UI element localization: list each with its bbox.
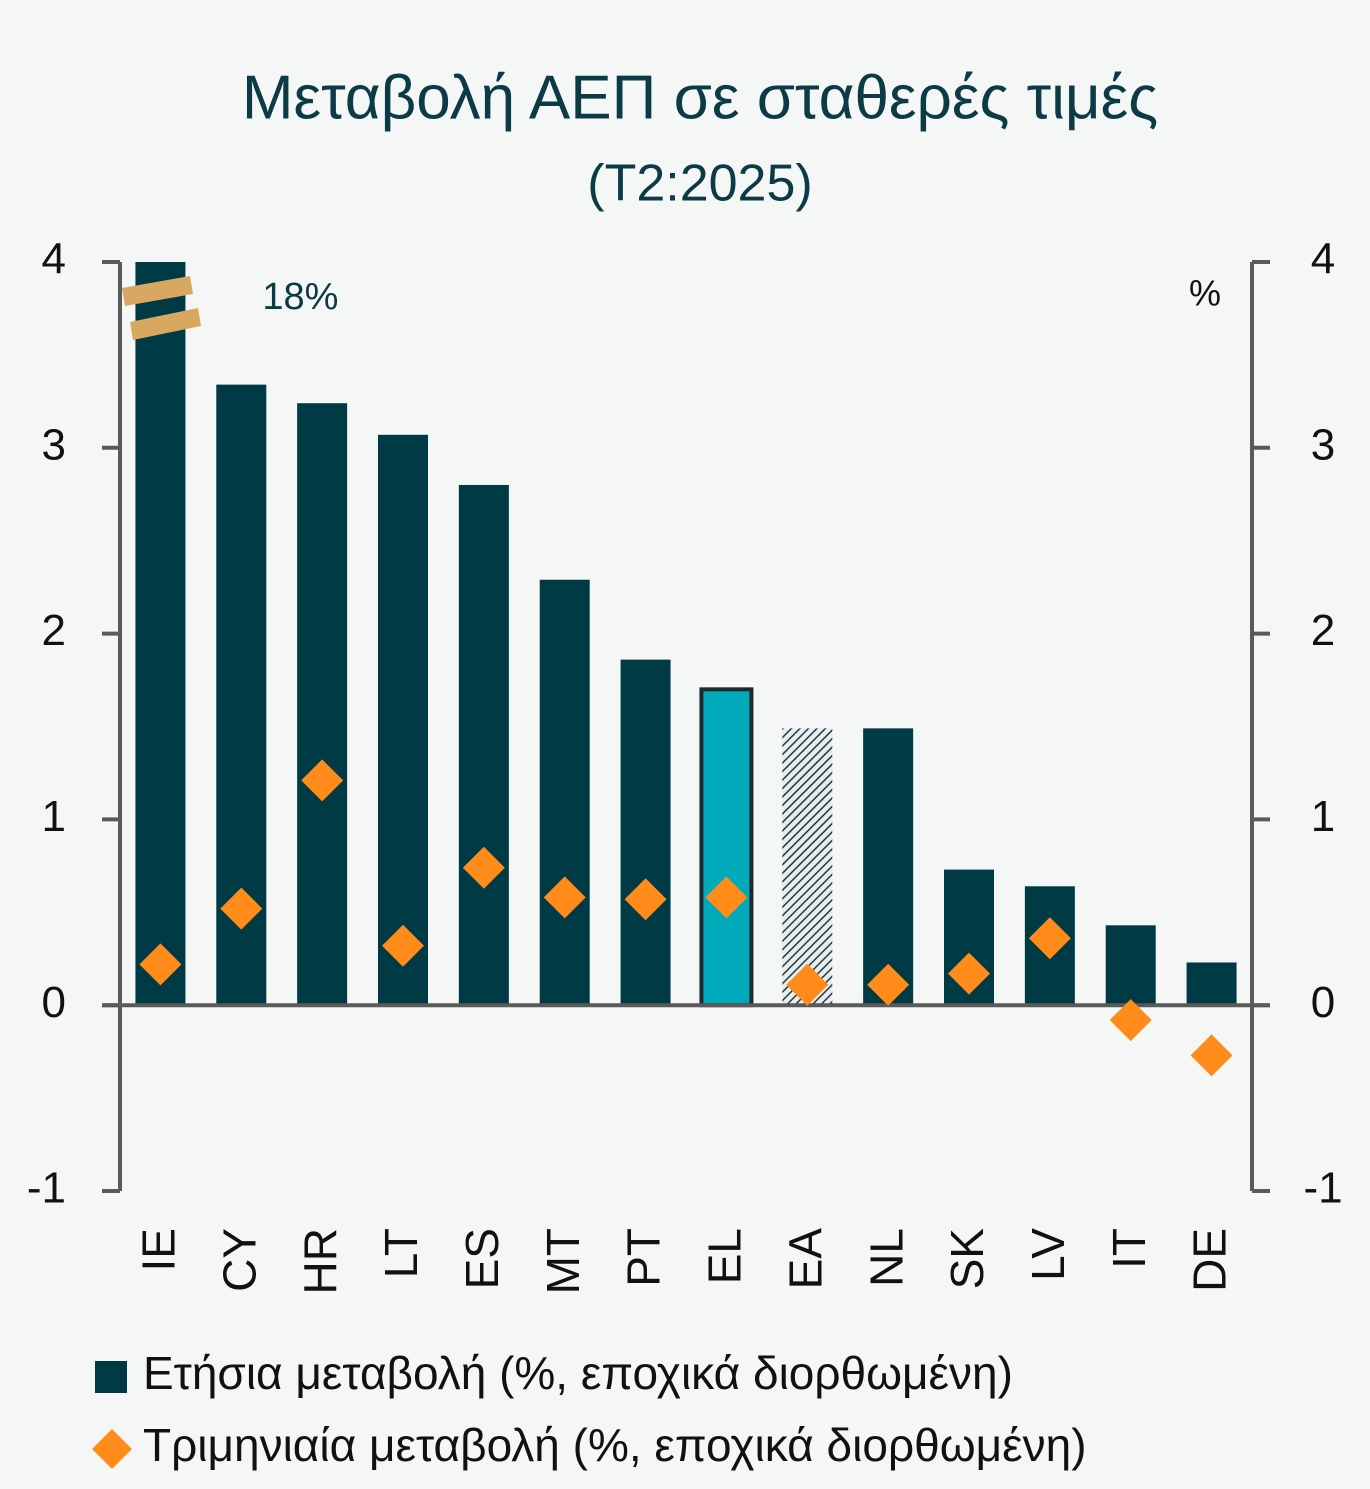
y2-tick-label: 1 bbox=[1311, 792, 1335, 841]
marker bbox=[1028, 917, 1071, 960]
y-tick-label: 0 bbox=[42, 978, 66, 1027]
x-tick-label: IE bbox=[133, 1228, 185, 1271]
bars bbox=[135, 262, 1237, 1008]
marker bbox=[220, 887, 263, 930]
x-tick-label: EA bbox=[779, 1228, 831, 1290]
x-tick-label: LT bbox=[375, 1228, 427, 1278]
x-tick-label: CY bbox=[213, 1228, 265, 1292]
break-mark bbox=[122, 276, 193, 306]
marker bbox=[1190, 1034, 1233, 1077]
unit-label: % bbox=[1189, 273, 1221, 314]
y-tick-label: 3 bbox=[42, 420, 66, 469]
marker bbox=[624, 878, 667, 921]
bar bbox=[863, 728, 914, 1006]
legend-label: Τριμηνιαία μεταβολή (%, εποχικά διορθωμέ… bbox=[143, 1419, 1087, 1471]
marker bbox=[705, 876, 748, 919]
bar bbox=[378, 434, 428, 1006]
y2-tick-label: 4 bbox=[1311, 235, 1335, 284]
x-tick-label: HR bbox=[294, 1228, 346, 1294]
x-tick-label: LV bbox=[1022, 1228, 1074, 1281]
y-tick-label: 1 bbox=[42, 792, 66, 841]
x-tick-label: NL bbox=[860, 1228, 912, 1287]
chart-subtitle: (Τ2:2025) bbox=[587, 155, 812, 213]
marker bbox=[786, 963, 829, 1006]
bar bbox=[458, 484, 509, 1006]
plot-area bbox=[135, 262, 1237, 1008]
bar bbox=[699, 687, 754, 1008]
y2-tick-label: 3 bbox=[1311, 420, 1335, 469]
x-tick-label: PT bbox=[618, 1228, 670, 1287]
marker bbox=[139, 943, 182, 986]
x-tick-label: ES bbox=[456, 1228, 508, 1289]
y2-tick-label: -1 bbox=[1303, 1164, 1342, 1213]
bar bbox=[135, 262, 186, 1006]
marker bbox=[301, 759, 344, 802]
y-tick-label: 2 bbox=[42, 606, 66, 655]
value-label: 18% bbox=[262, 276, 338, 318]
bar bbox=[1186, 962, 1237, 1006]
x-tick-label: DE bbox=[1184, 1228, 1236, 1292]
bar bbox=[1105, 925, 1156, 1006]
bar bbox=[620, 659, 671, 1006]
x-tick-label: MT bbox=[537, 1228, 589, 1294]
y2-tick-label: 2 bbox=[1311, 606, 1335, 655]
legend-swatch bbox=[92, 1429, 132, 1469]
marker bbox=[543, 876, 586, 919]
chart-title: Μεταβολή ΑΕΠ σε σταθερές τιμές bbox=[242, 63, 1158, 132]
bar bbox=[539, 579, 590, 1006]
y-tick-label: -1 bbox=[27, 1164, 66, 1213]
x-tick-label: SK bbox=[941, 1228, 993, 1290]
marker bbox=[948, 952, 990, 995]
legend-swatch bbox=[95, 1361, 127, 1393]
x-tick-label: EL bbox=[699, 1228, 751, 1284]
marker bbox=[1109, 999, 1152, 1042]
break-mark bbox=[130, 308, 201, 340]
bar bbox=[297, 403, 348, 1006]
marker bbox=[382, 924, 424, 967]
y2-tick-label: 0 bbox=[1311, 978, 1335, 1027]
y-tick-label: 4 bbox=[42, 235, 66, 284]
x-tick-label: IT bbox=[1103, 1228, 1155, 1269]
marker bbox=[867, 963, 910, 1006]
axis-break bbox=[122, 276, 201, 340]
marker bbox=[462, 846, 505, 889]
bar bbox=[782, 728, 833, 1006]
legend-label: Ετήσια μεταβολή (%, εποχικά διορθωμένη) bbox=[143, 1347, 1013, 1399]
